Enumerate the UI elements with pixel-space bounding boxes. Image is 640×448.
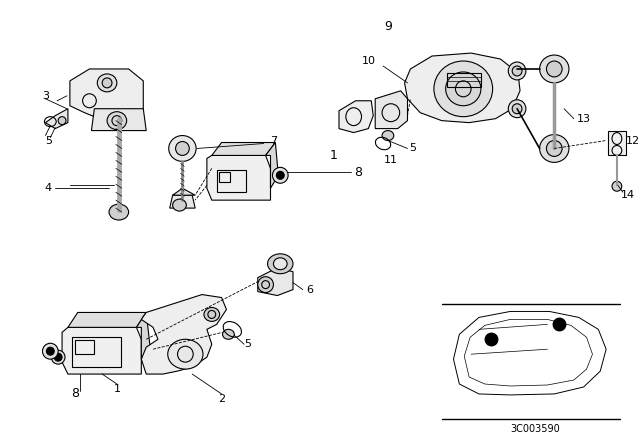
Ellipse shape xyxy=(175,142,189,155)
Ellipse shape xyxy=(508,62,526,80)
Ellipse shape xyxy=(547,61,562,77)
Text: 10: 10 xyxy=(362,56,375,66)
Ellipse shape xyxy=(612,181,622,191)
Text: 5: 5 xyxy=(45,136,52,146)
Text: 1: 1 xyxy=(113,384,120,394)
Text: 11: 11 xyxy=(384,155,398,165)
Ellipse shape xyxy=(47,347,54,355)
Polygon shape xyxy=(68,312,146,327)
Text: 12: 12 xyxy=(625,136,639,146)
Text: 6: 6 xyxy=(306,284,313,295)
Polygon shape xyxy=(207,155,271,200)
Ellipse shape xyxy=(382,130,394,141)
Text: 1: 1 xyxy=(330,149,338,162)
Polygon shape xyxy=(92,109,146,130)
Ellipse shape xyxy=(102,78,112,88)
Text: 8: 8 xyxy=(71,388,79,401)
Ellipse shape xyxy=(547,141,562,156)
Text: 2: 2 xyxy=(218,394,225,404)
Text: 14: 14 xyxy=(621,190,635,200)
Ellipse shape xyxy=(273,168,288,183)
Polygon shape xyxy=(62,327,141,374)
Text: 3C003590: 3C003590 xyxy=(510,424,559,434)
Polygon shape xyxy=(173,188,195,195)
Ellipse shape xyxy=(173,199,186,211)
Text: 8: 8 xyxy=(355,166,363,179)
Ellipse shape xyxy=(107,112,127,129)
Ellipse shape xyxy=(58,116,66,125)
Polygon shape xyxy=(212,142,275,155)
Text: 3: 3 xyxy=(42,91,49,101)
Ellipse shape xyxy=(508,100,526,118)
Polygon shape xyxy=(258,268,293,296)
Ellipse shape xyxy=(168,339,203,369)
Bar xyxy=(608,130,626,155)
Polygon shape xyxy=(375,91,408,129)
Bar xyxy=(447,73,481,87)
Ellipse shape xyxy=(204,307,220,321)
Ellipse shape xyxy=(97,74,117,92)
Polygon shape xyxy=(404,53,520,123)
Polygon shape xyxy=(136,312,150,359)
Text: 5: 5 xyxy=(409,143,416,154)
Ellipse shape xyxy=(540,55,569,83)
Bar xyxy=(217,170,246,192)
Bar xyxy=(75,340,94,354)
Ellipse shape xyxy=(169,136,196,161)
Ellipse shape xyxy=(540,134,569,162)
Polygon shape xyxy=(339,101,373,133)
Ellipse shape xyxy=(223,329,234,339)
Ellipse shape xyxy=(434,61,493,116)
Ellipse shape xyxy=(445,72,481,106)
Ellipse shape xyxy=(109,204,129,220)
Polygon shape xyxy=(170,195,195,208)
Text: 4: 4 xyxy=(45,183,52,193)
Bar xyxy=(72,337,121,367)
Ellipse shape xyxy=(268,254,293,274)
Polygon shape xyxy=(70,69,143,119)
Ellipse shape xyxy=(51,350,65,364)
Bar xyxy=(219,172,230,182)
Ellipse shape xyxy=(258,277,273,293)
Polygon shape xyxy=(141,294,227,374)
Ellipse shape xyxy=(42,343,58,359)
Ellipse shape xyxy=(512,66,522,76)
Ellipse shape xyxy=(512,104,522,114)
Polygon shape xyxy=(266,142,278,188)
Text: 5: 5 xyxy=(244,339,252,349)
Ellipse shape xyxy=(54,353,62,361)
Text: 7: 7 xyxy=(270,136,277,146)
Ellipse shape xyxy=(273,258,287,270)
Text: 9: 9 xyxy=(384,20,392,33)
Polygon shape xyxy=(45,109,68,129)
Ellipse shape xyxy=(276,171,284,179)
Text: 13: 13 xyxy=(577,114,591,124)
